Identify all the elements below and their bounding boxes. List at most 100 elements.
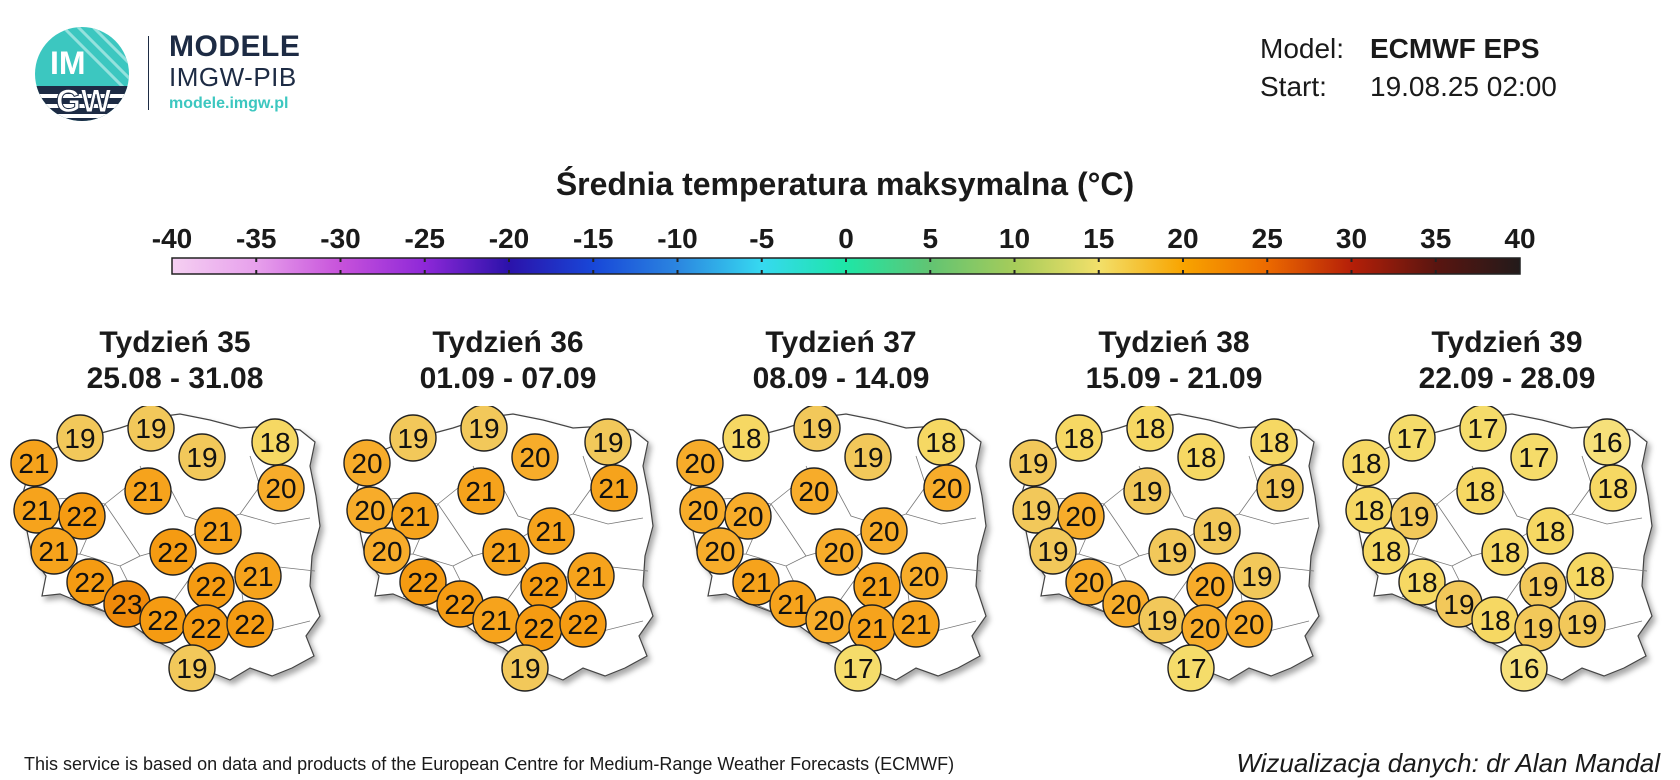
temperature-value: 19 xyxy=(1527,571,1558,602)
temperature-value: 20 xyxy=(823,537,854,568)
scale-tick-label: -10 xyxy=(657,223,697,254)
temperature-marker xyxy=(363,527,411,575)
temperature-marker xyxy=(559,600,607,648)
scale-tick-label: 40 xyxy=(1504,223,1535,254)
temperature-value: 22 xyxy=(567,609,598,640)
temperature-value: 22 xyxy=(66,501,97,532)
temperature-value: 20 xyxy=(798,476,829,507)
temperature-value: 21 xyxy=(399,501,430,532)
temperature-value: 19 xyxy=(1264,473,1295,504)
temperature-marker xyxy=(194,507,242,555)
temperature-value: 19 xyxy=(64,423,95,454)
temperature-value: 18 xyxy=(1597,473,1628,504)
map-title: Średnia temperatura maksymalna (°C) xyxy=(555,166,1135,202)
temperature-value: 19 xyxy=(1156,537,1187,568)
temperature-marker xyxy=(1126,406,1174,452)
temperature-marker xyxy=(790,467,838,515)
scale-tick-label: 0 xyxy=(838,223,854,254)
temperature-value: 22 xyxy=(147,605,178,636)
temperature-marker xyxy=(389,414,437,462)
temperature-value: 18 xyxy=(1406,567,1437,598)
temperature-marker xyxy=(10,439,58,487)
temperature-value: 21 xyxy=(38,536,69,567)
temperature-value: 22 xyxy=(528,571,559,602)
temperature-marker xyxy=(482,528,530,576)
temperature-value: 22 xyxy=(407,567,438,598)
temperature-marker xyxy=(892,600,940,648)
temperature-value: 17 xyxy=(842,653,873,684)
temperature-marker xyxy=(860,507,908,555)
temperature-value: 21 xyxy=(18,448,49,479)
temperature-marker xyxy=(56,414,104,462)
temperature-value: 19 xyxy=(1020,495,1051,526)
temperature-value: 19 xyxy=(135,413,166,444)
temperature-marker xyxy=(178,433,226,481)
model-label: Model: xyxy=(1260,33,1345,64)
temperature-value: 21 xyxy=(21,495,52,526)
temperature-marker xyxy=(1123,467,1171,515)
temperature-value: 22 xyxy=(74,567,105,598)
logo-divider xyxy=(148,36,149,110)
temperature-marker xyxy=(1057,492,1105,540)
temperature-marker xyxy=(590,464,638,512)
temperature-value: 18 xyxy=(730,423,761,454)
temperature-marker xyxy=(457,467,505,515)
temperature-marker xyxy=(1510,433,1558,481)
scale-tick-label: -25 xyxy=(405,223,445,254)
temperature-value: 19 xyxy=(1017,448,1048,479)
temperature-value: 19 xyxy=(1522,613,1553,644)
temperature-value: 18 xyxy=(1353,495,1384,526)
logo-text-top: IM xyxy=(50,45,86,81)
temperature-value: 21 xyxy=(861,571,892,602)
temperature-value: 18 xyxy=(925,427,956,458)
temperature-marker xyxy=(226,600,274,648)
start-row: Start: 19.08.25 02:00 xyxy=(1260,68,1557,106)
temperature-marker xyxy=(1362,527,1410,575)
scale-tick-label: -20 xyxy=(489,223,529,254)
temperature-marker xyxy=(257,464,305,512)
temperature-value: 19 xyxy=(852,442,883,473)
temperature-value: 20 xyxy=(1233,609,1264,640)
week-title: Tydzień 35 xyxy=(99,326,251,359)
temperature-value: 19 xyxy=(1201,516,1232,547)
week-panel: Tydzień 38 15.09 - 21.09 18 18 18 19 18 19 19 19 2… xyxy=(1009,326,1339,726)
temperature-marker xyxy=(1029,527,1077,575)
scale-tick-label: 5 xyxy=(922,223,938,254)
temperature-value: 18 xyxy=(1063,423,1094,454)
temperature-marker xyxy=(1459,406,1507,452)
temperature-value: 18 xyxy=(1350,448,1381,479)
temperature-value: 20 xyxy=(265,473,296,504)
temperature-marker xyxy=(584,418,632,466)
temperature-marker xyxy=(1225,600,1273,648)
temperature-value: 18 xyxy=(1370,536,1401,567)
temperature-marker xyxy=(815,528,863,576)
temperature-marker xyxy=(127,406,175,452)
temperature-value: 18 xyxy=(259,427,290,458)
temperature-color-scale: -40 -35 -30 -25 -20 -15 -10 -5 0 5 10 15 20 25 30 35 40 xyxy=(152,223,1536,275)
scale-tick-label: 10 xyxy=(999,223,1030,254)
temperature-marker xyxy=(1589,464,1637,512)
brand-url[interactable]: modele.imgw.pl xyxy=(169,95,289,112)
temperature-marker xyxy=(1193,507,1241,555)
temperature-marker xyxy=(900,552,948,600)
temperature-value: 19 xyxy=(1241,561,1272,592)
temperature-marker xyxy=(343,439,391,487)
model-value: ECMWF EPS xyxy=(1370,33,1540,64)
scale-tick-label: 20 xyxy=(1167,223,1198,254)
temperature-value: 21 xyxy=(900,609,931,640)
temperature-value: 19 xyxy=(397,423,428,454)
temperature-value: 20 xyxy=(1194,571,1225,602)
temperature-value: 22 xyxy=(444,589,475,620)
week-title: Tydzień 38 xyxy=(1098,326,1250,359)
temperature-value: 19 xyxy=(509,653,540,684)
scale-tick-label: 25 xyxy=(1252,223,1283,254)
temperature-value: 22 xyxy=(234,609,265,640)
temperature-marker xyxy=(1500,644,1548,692)
header: IM GW MODELE IMGW-PIB modele.imgw.pl Mod… xyxy=(0,0,1680,140)
temperature-marker xyxy=(1526,507,1574,555)
temperature-value: 20 xyxy=(1073,567,1104,598)
temperature-value: 21 xyxy=(465,476,496,507)
